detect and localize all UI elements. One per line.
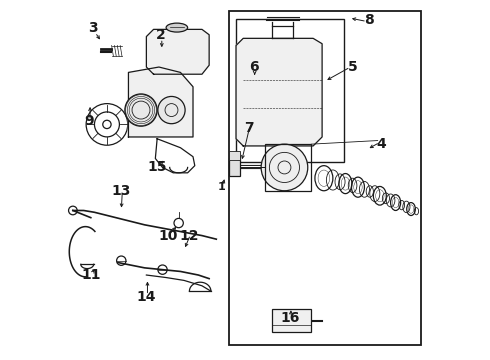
Polygon shape: [236, 39, 322, 146]
Circle shape: [261, 144, 308, 191]
Text: 10: 10: [158, 229, 177, 243]
Ellipse shape: [166, 23, 188, 32]
Text: 2: 2: [156, 28, 166, 42]
Text: 11: 11: [81, 268, 100, 282]
Bar: [265, 144, 311, 191]
Text: 5: 5: [348, 60, 358, 74]
Text: 6: 6: [249, 60, 259, 74]
Bar: [229, 158, 240, 176]
Text: 13: 13: [112, 184, 131, 198]
Text: 12: 12: [180, 229, 199, 243]
Text: 9: 9: [84, 114, 94, 128]
Text: 7: 7: [244, 121, 253, 135]
Text: 3: 3: [88, 21, 98, 35]
Polygon shape: [128, 67, 193, 137]
Bar: [236, 19, 343, 162]
Bar: [272, 309, 311, 332]
Polygon shape: [147, 30, 209, 74]
Text: 1: 1: [218, 182, 225, 192]
Text: 16: 16: [280, 311, 299, 325]
Text: 15: 15: [147, 161, 167, 175]
Text: 4: 4: [376, 137, 386, 151]
Circle shape: [125, 94, 157, 126]
Bar: [229, 12, 421, 345]
Text: 8: 8: [364, 13, 373, 27]
Bar: [229, 151, 240, 160]
Text: 14: 14: [137, 289, 156, 303]
Circle shape: [158, 96, 185, 124]
